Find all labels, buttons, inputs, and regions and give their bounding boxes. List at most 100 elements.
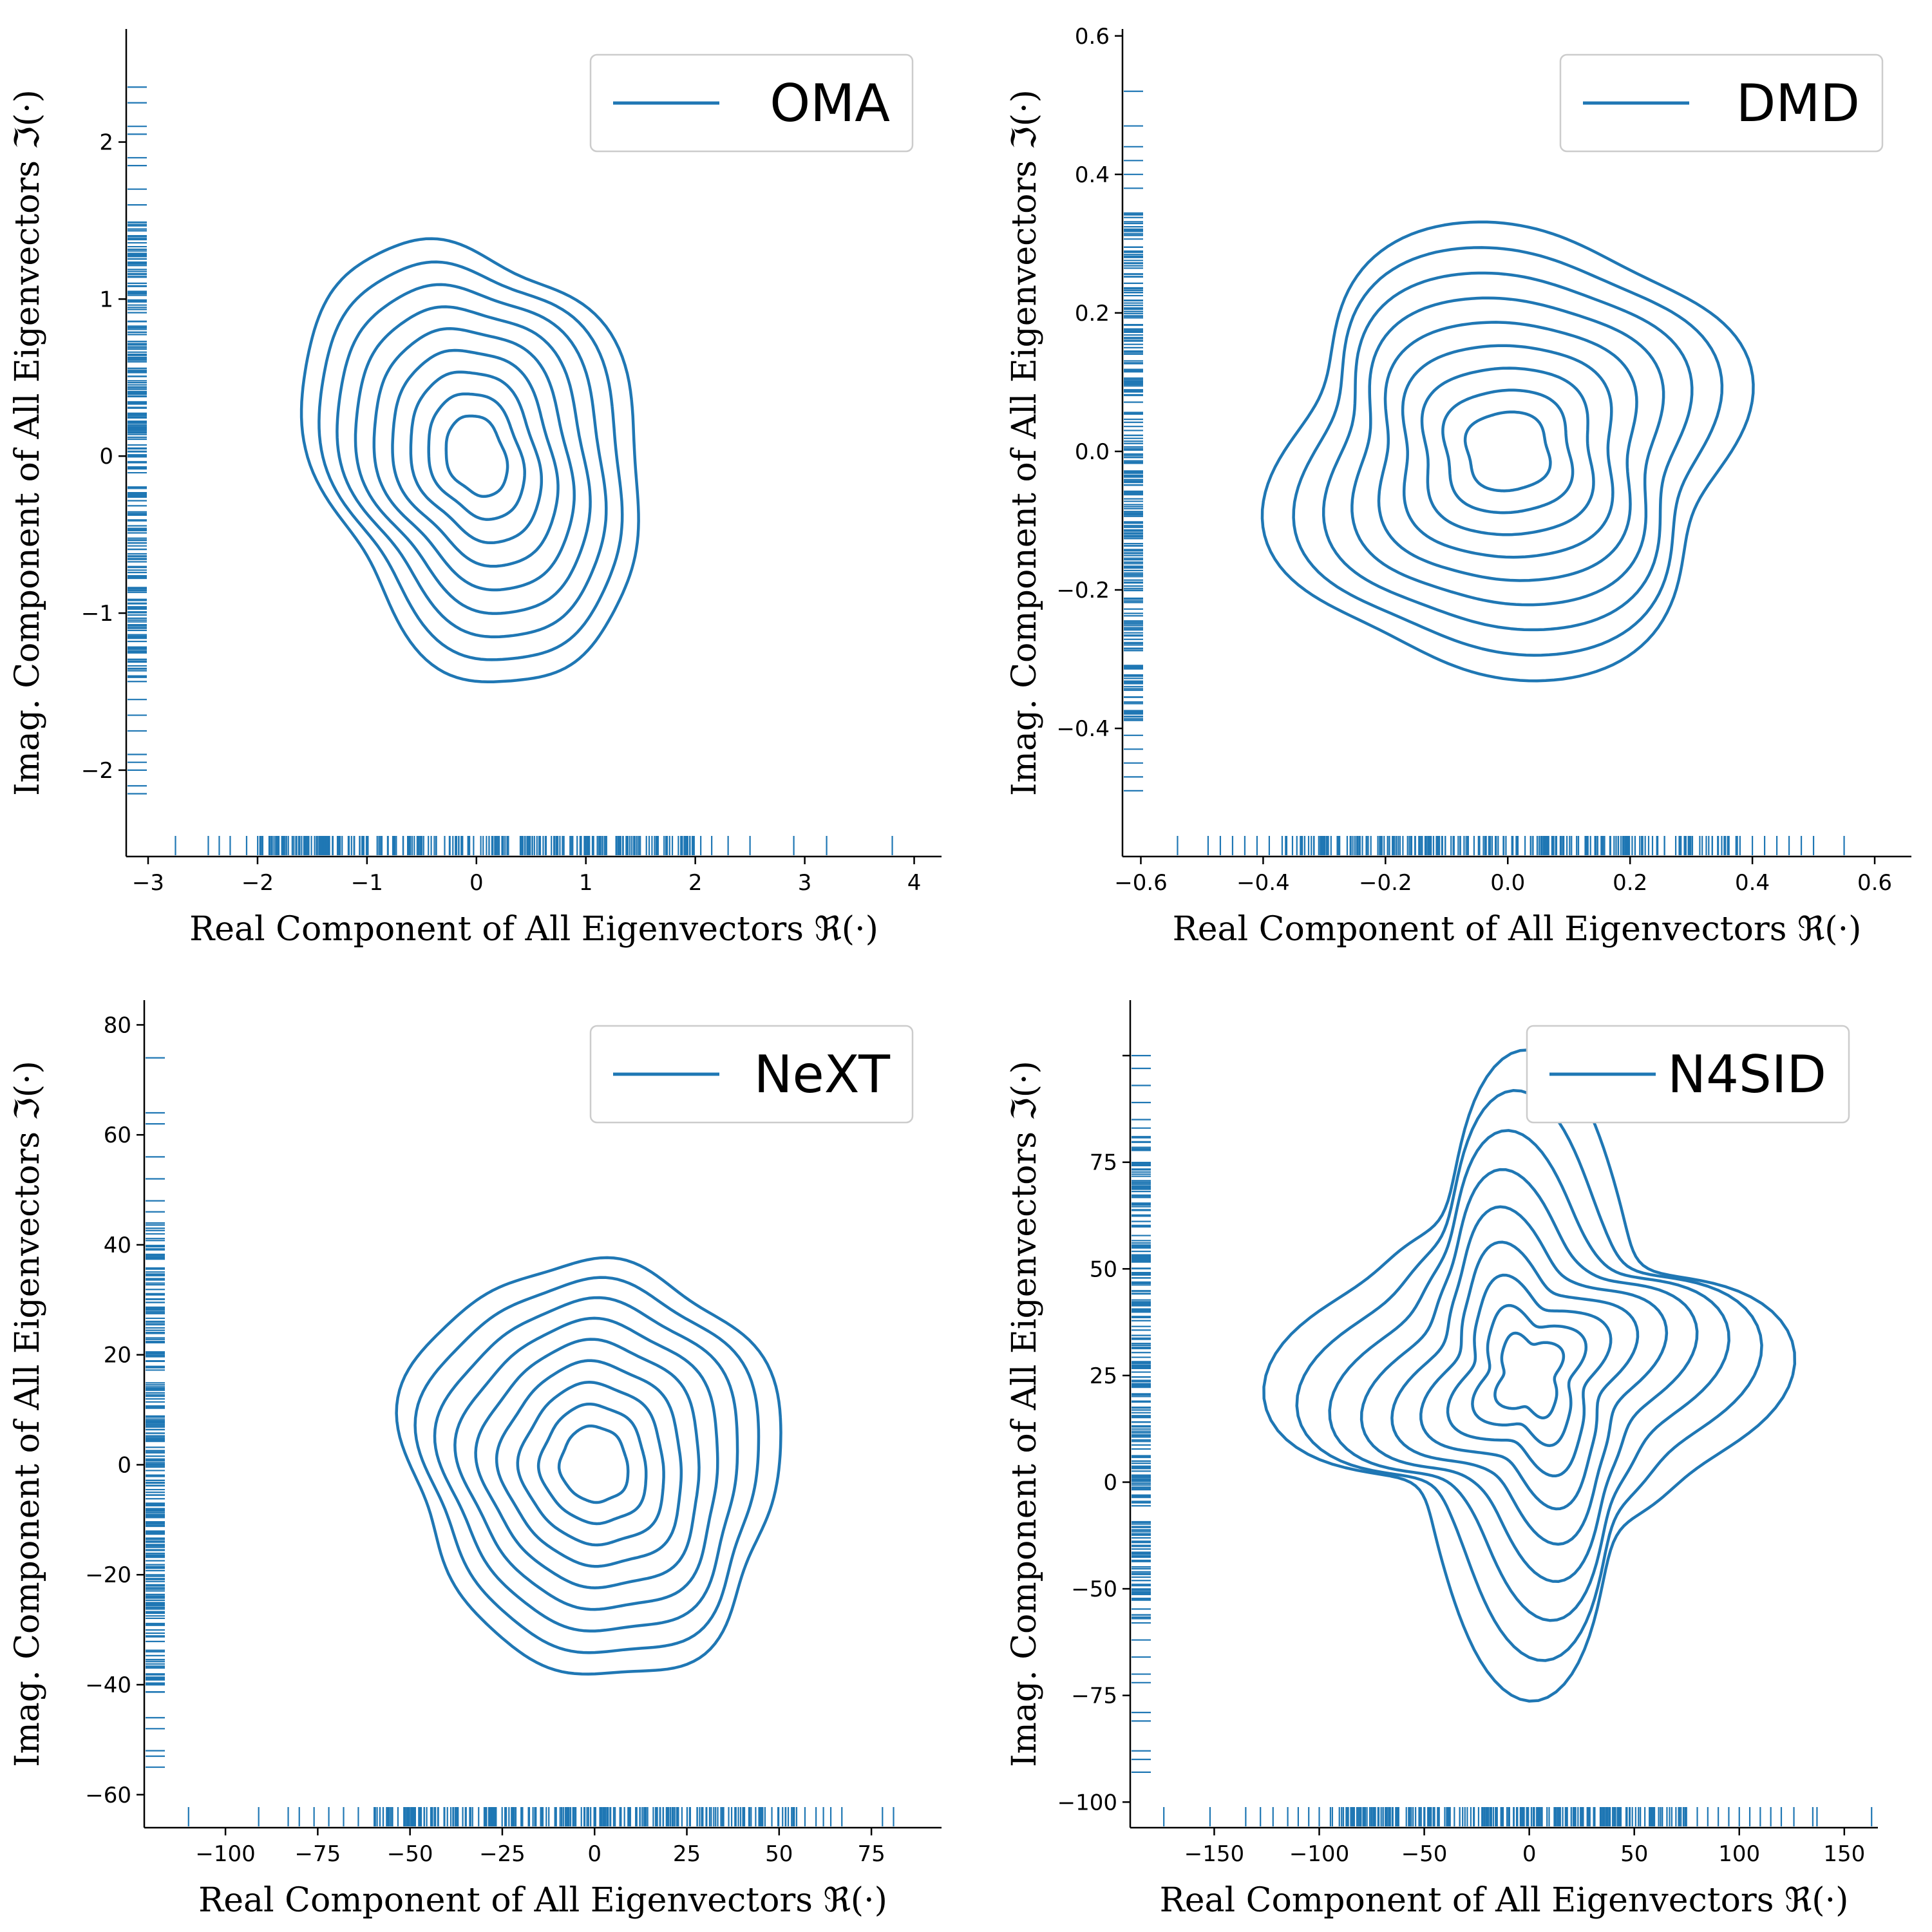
y-axis-label: Imag. Component of All Eigenvectors ℑ(·) [1005,90,1044,796]
y-tick-label: 25 [1090,1363,1117,1389]
x-tick-label: 50 [765,1841,793,1867]
x-tick-label: −150 [1184,1841,1244,1867]
x-tick-label: 4 [907,870,922,896]
y-tick-label: 0.0 [1075,439,1110,465]
y-tick-label: −2 [81,758,113,784]
contour-level [336,283,608,639]
x-tick-label: −50 [387,1841,433,1867]
x-tick-label: −0.4 [1236,870,1290,896]
legend-label: DMD [1736,73,1860,133]
y-tick-label: 0 [1103,1470,1117,1495]
contour-level [433,1296,739,1633]
y-tick-label: 50 [1090,1256,1117,1282]
contour-level [453,1316,719,1611]
x-tick-label: 0.2 [1613,870,1647,896]
panel-dmd: −0.6 −0.4 −0.2 0.0 0.2 0.4 0.6 −0.4 −0.2 0.0 0.2 0.… [1005,24,1911,949]
contour-level [1441,388,1575,515]
x-axis-label: Real Component of All Eigenvectors ℜ(·) [1173,910,1862,949]
x-tick-label: 3 [798,870,812,896]
x-tick-label: 150 [1823,1841,1865,1867]
y-tick-label: 0.6 [1075,24,1110,50]
x-tick-label: −100 [195,1841,255,1867]
y-tick-label: −75 [1071,1683,1117,1709]
y-tick-label: 0 [99,444,113,469]
contour-level [395,1256,782,1676]
y-axis-label: Imag. Component of All Eigenvectors ℑ(·) [8,1061,47,1767]
y-tick-label: −50 [1071,1577,1117,1602]
contour-level [1463,410,1552,493]
contour-level [317,260,624,661]
y-tick-label: 1 [99,287,113,312]
x-tick-label: 2 [688,870,703,896]
contour-level [1295,1089,1763,1662]
contour-level [1262,1048,1797,1703]
contour-level [413,1276,761,1654]
contour-level [557,1424,630,1504]
legend-label: N4SID [1667,1045,1826,1104]
x-tick-label: 0.4 [1735,870,1770,896]
x-tick-label: 25 [673,1841,701,1867]
contour-level [1350,296,1665,607]
contour-level [495,1359,683,1568]
x-tick-label: 0 [587,1841,601,1867]
contour-level [1359,1168,1699,1583]
y-tick-label: 0.4 [1075,162,1110,188]
contour-level [1419,1240,1640,1511]
contour-level [1377,321,1638,582]
x-tick-label: 100 [1718,1841,1760,1867]
x-tick-label: −25 [479,1841,526,1867]
y-tick-label: 20 [104,1343,131,1368]
legend [589,1025,914,1124]
contour-level [1260,220,1755,683]
x-tick-label: −100 [1289,1841,1349,1867]
contour-level [372,327,576,592]
x-tick-label: 0 [469,870,484,896]
x-axis-label: Real Component of All Eigenvectors ℜ(·) [1160,1881,1849,1920]
x-axis-label: Real Component of All Eigenvectors ℜ(·) [189,910,878,949]
x-tick-label: 0 [1522,1841,1537,1867]
legend [589,53,914,153]
contour-level [474,1338,701,1589]
contour-level [1328,1129,1730,1622]
y-tick-label: 0.2 [1075,301,1110,327]
x-tick-label: −3 [132,870,164,896]
panel-next: −100 −75 −50 −25 0 25 50 75 −60 −40 −20 0 20 40 60 80 Re… [8,1000,942,1920]
x-tick-label: 0.0 [1490,870,1525,896]
y-tick-label: −0.4 [1056,716,1110,742]
contour-level [1401,344,1615,559]
contour-level [536,1402,648,1526]
contour-level [1420,366,1595,536]
x-tick-label: −0.2 [1359,870,1412,896]
contour-level [391,348,560,568]
contour-level [1390,1205,1669,1546]
contour-level [1446,1273,1613,1478]
panel-oma: −3 −2 −1 0 1 2 3 4 −2 −1 0 1 2 Real Component of All … [8,29,942,949]
x-tick-label: 75 [857,1841,885,1867]
y-tick-label: −100 [1057,1790,1117,1815]
contour-level [1471,1303,1588,1447]
y-tick-label: −1 [81,601,113,627]
y-tick-label: −60 [85,1783,131,1808]
x-tick-label: −2 [242,870,274,896]
y-tick-label: −20 [85,1562,131,1588]
legend-label: NeXT [754,1045,891,1104]
x-tick-label: 50 [1620,1841,1648,1867]
x-tick-label: −1 [351,870,383,896]
y-tick-label: −40 [85,1672,131,1698]
x-tick-label: 0.6 [1857,870,1892,896]
contour-level [299,237,640,683]
legend-label: OMA [770,73,890,133]
contour-level [1493,1331,1566,1419]
y-tick-label: 0 [117,1452,131,1478]
contour-level [1321,271,1694,632]
y-axis-label: Imag. Component of All Eigenvectors ℑ(·) [1005,1061,1044,1767]
contour-level [516,1381,665,1547]
y-tick-label: 60 [104,1122,131,1148]
x-tick-label: −50 [1401,1841,1448,1867]
x-tick-label: −75 [294,1841,341,1867]
contour-level [354,305,592,615]
y-tick-label: 75 [1090,1150,1117,1176]
legend [1526,1025,1850,1124]
y-tick-label: 80 [104,1012,131,1038]
legend [1559,53,1884,153]
